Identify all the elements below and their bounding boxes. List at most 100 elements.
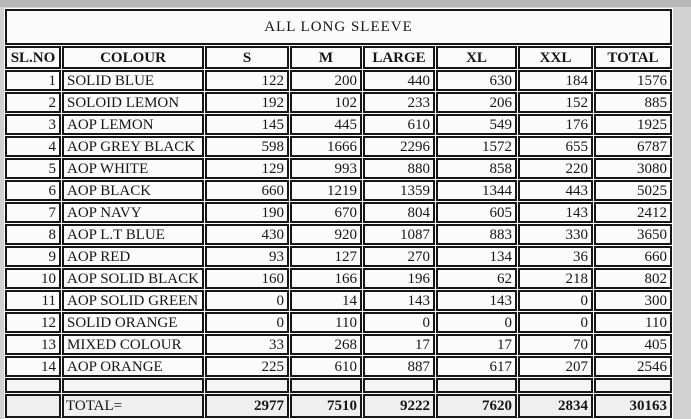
cell-xxl: 330 [518,224,593,245]
total-row: TOTAL= 2977 7510 9222 7620 2834 30163 [5,394,672,418]
cell-xl: 17 [436,334,517,355]
cell-xxl: 655 [518,136,593,157]
cell-xl: 143 [436,290,517,311]
total-slno-cell [5,394,61,418]
total-xxl: 2834 [518,394,593,418]
table-row: 13 MIXED COLOUR 33 268 17 17 70 405 [5,334,672,355]
cell-m: 1666 [290,136,362,157]
cell-m: 920 [290,224,362,245]
cell-large: 887 [363,356,435,377]
total-xl: 7620 [436,394,517,418]
header-m: M [290,46,362,69]
header-large: LARGE [363,46,435,69]
cell-colour: AOP L.T BLUE [62,224,204,245]
cell-s: 0 [205,290,289,311]
cell-total: 110 [594,312,672,333]
cell-m: 670 [290,202,362,223]
cell-total: 405 [594,334,672,355]
cell-large: 880 [363,158,435,179]
cell-large: 804 [363,202,435,223]
cell-m: 110 [290,312,362,333]
cell-xl: 630 [436,70,517,91]
cell-sl: 5 [5,158,61,179]
cell-m: 200 [290,70,362,91]
empty-cell [290,378,362,393]
empty-row [5,378,672,393]
cell-s: 33 [205,334,289,355]
empty-cell [436,378,517,393]
table-row: 7 AOP NAVY 190 670 804 605 143 2412 [5,202,672,223]
cell-s: 225 [205,356,289,377]
cell-xl: 1344 [436,180,517,201]
cell-sl: 6 [5,180,61,201]
cell-total: 660 [594,246,672,267]
cell-m: 445 [290,114,362,135]
header-s: S [205,46,289,69]
cell-xl: 549 [436,114,517,135]
empty-cell [5,378,61,393]
cell-sl: 3 [5,114,61,135]
table-row: 8 AOP L.T BLUE 430 920 1087 883 330 3650 [5,224,672,245]
cell-large: 1087 [363,224,435,245]
cell-xxl: 36 [518,246,593,267]
cell-colour: AOP WHITE [62,158,204,179]
table-row: 14 AOP ORANGE 225 610 887 617 207 2546 [5,356,672,377]
empty-cell [62,378,204,393]
cell-m: 993 [290,158,362,179]
cell-xl: 134 [436,246,517,267]
cell-xl: 0 [436,312,517,333]
cell-m: 127 [290,246,362,267]
cell-large: 0 [363,312,435,333]
cell-s: 129 [205,158,289,179]
cell-m: 102 [290,92,362,113]
cell-colour: SOLID ORANGE [62,312,204,333]
table-row: 5 AOP WHITE 129 993 880 858 220 3080 [5,158,672,179]
cell-s: 660 [205,180,289,201]
table-row: 9 AOP RED 93 127 270 134 36 660 [5,246,672,267]
cell-sl: 7 [5,202,61,223]
cell-xl: 883 [436,224,517,245]
cell-large: 143 [363,290,435,311]
cell-m: 166 [290,268,362,289]
total-large: 9222 [363,394,435,418]
cell-xxl: 0 [518,312,593,333]
header-total: TOTAL [594,46,672,69]
cell-s: 93 [205,246,289,267]
spreadsheet-sheet: ALL LONG SLEEVE SL.NO COLOUR S M LARGE X… [4,8,673,419]
photo-edge-strip [0,0,691,7]
empty-cell [205,378,289,393]
header-row: SL.NO COLOUR S M LARGE XL XXL TOTAL [5,46,672,69]
cell-xl: 605 [436,202,517,223]
long-sleeve-table: ALL LONG SLEEVE SL.NO COLOUR S M LARGE X… [4,8,673,419]
empty-cell [518,378,593,393]
cell-xxl: 152 [518,92,593,113]
header-colour: COLOUR [62,46,204,69]
table-row: 11 AOP SOLID GREEN 0 14 143 143 0 300 [5,290,672,311]
cell-xxl: 143 [518,202,593,223]
cell-sl: 2 [5,92,61,113]
page-title: ALL LONG SLEEVE [5,9,672,45]
cell-total: 885 [594,92,672,113]
cell-total: 2546 [594,356,672,377]
cell-s: 430 [205,224,289,245]
cell-xl: 1572 [436,136,517,157]
total-m: 7510 [290,394,362,418]
cell-total: 6787 [594,136,672,157]
cell-total: 802 [594,268,672,289]
table-row: 12 SOLID ORANGE 0 110 0 0 0 110 [5,312,672,333]
cell-large: 233 [363,92,435,113]
cell-total: 3080 [594,158,672,179]
cell-xxl: 70 [518,334,593,355]
cell-total: 1925 [594,114,672,135]
cell-sl: 10 [5,268,61,289]
cell-s: 190 [205,202,289,223]
cell-xl: 617 [436,356,517,377]
table-row: 1 SOLID BLUE 122 200 440 630 184 1576 [5,70,672,91]
cell-xxl: 207 [518,356,593,377]
cell-sl: 11 [5,290,61,311]
cell-large: 270 [363,246,435,267]
cell-colour: SOLOID LEMON [62,92,204,113]
cell-colour: AOP NAVY [62,202,204,223]
table-row: 2 SOLOID LEMON 192 102 233 206 152 885 [5,92,672,113]
cell-sl: 14 [5,356,61,377]
